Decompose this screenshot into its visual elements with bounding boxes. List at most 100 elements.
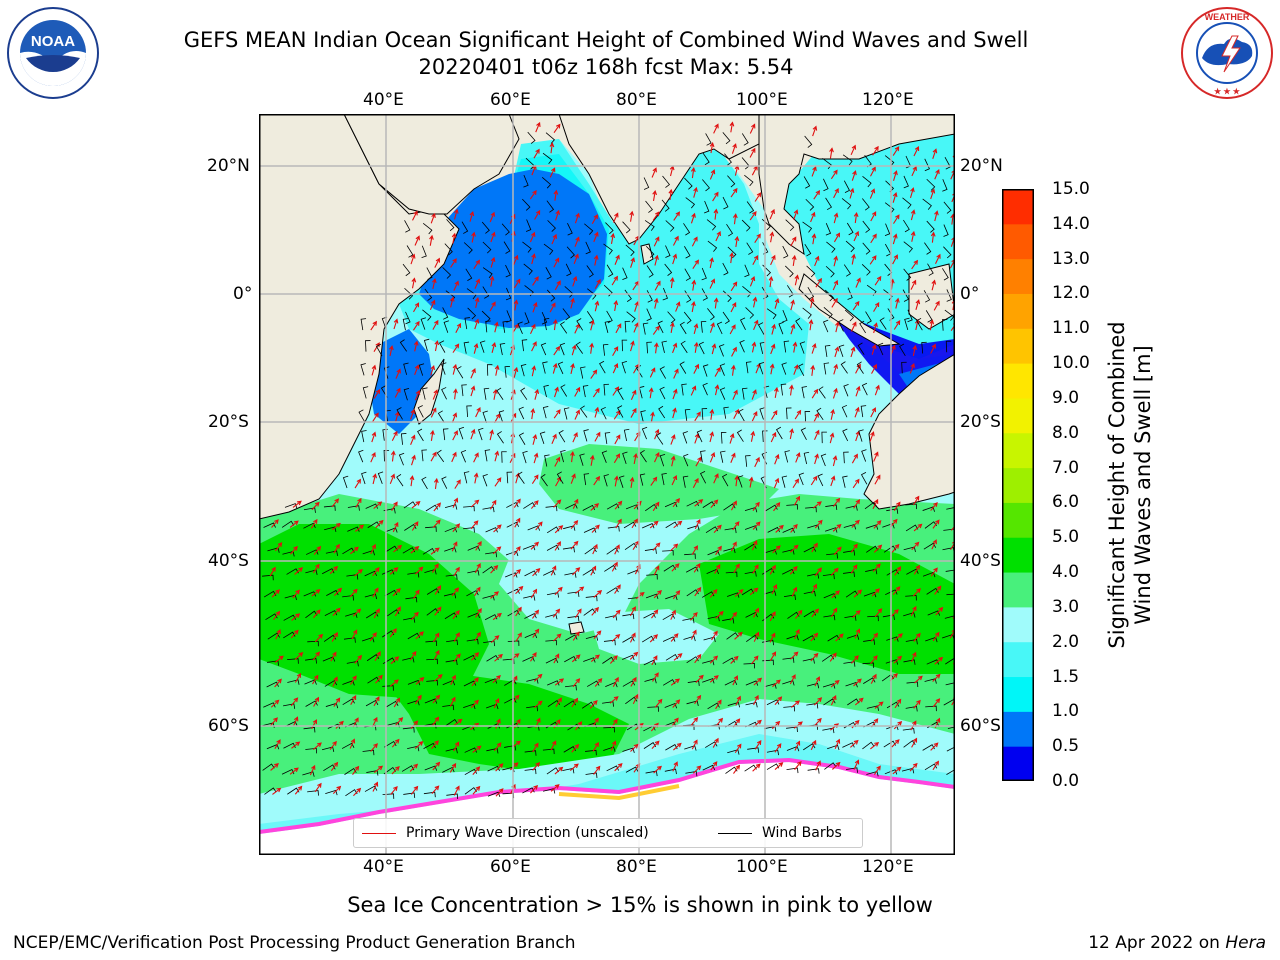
wind-barb xyxy=(506,471,513,484)
wind-barb xyxy=(861,382,868,396)
wind-barb xyxy=(522,656,535,662)
wave-direction-arrow xyxy=(609,655,618,664)
wind-barb xyxy=(402,727,415,733)
sri-lanka-land xyxy=(640,243,654,265)
lon-label-bottom-100e: 100°E xyxy=(736,857,788,877)
wind-barb xyxy=(745,611,758,618)
wave-direction-arrow xyxy=(291,613,301,621)
wave-direction-arrow xyxy=(612,362,619,374)
wind-barb xyxy=(782,680,795,686)
wind-barb xyxy=(287,679,300,685)
wind-barb xyxy=(583,527,597,533)
wave-direction-arrow xyxy=(654,698,663,708)
wave-direction-arrow xyxy=(575,586,585,594)
wind-barb xyxy=(901,361,907,374)
wave-direction-arrow xyxy=(671,474,678,486)
wave-direction-arrow xyxy=(709,142,715,154)
wind-barb xyxy=(603,243,613,255)
wind-barb xyxy=(544,454,550,467)
wind-barb xyxy=(463,703,476,710)
wind-barb xyxy=(303,507,316,513)
wind-barb xyxy=(707,308,715,321)
wind-barb xyxy=(738,408,745,422)
wave-direction-arrow xyxy=(552,318,558,331)
lon-label-bottom-40e: 40°E xyxy=(363,857,404,877)
wind-barb xyxy=(718,344,725,357)
wave-direction-arrow xyxy=(771,410,778,420)
wind-barb xyxy=(617,387,624,400)
wave-direction-arrow xyxy=(729,121,735,133)
wind-barb xyxy=(945,682,955,686)
wave-direction-arrow xyxy=(330,761,339,771)
wind-barb xyxy=(823,307,833,319)
wind-barb xyxy=(643,177,650,190)
wind-barb xyxy=(882,523,895,529)
wind-barb xyxy=(556,471,564,484)
wave-direction-arrow xyxy=(694,586,702,597)
wave-direction-arrow xyxy=(671,717,679,727)
wind-barb xyxy=(396,407,403,420)
wave-direction-arrow xyxy=(729,324,736,335)
wave-direction-arrow xyxy=(489,275,495,287)
wave-direction-arrow xyxy=(793,495,801,506)
wind-barb xyxy=(403,792,416,798)
wave-direction-arrow xyxy=(669,543,679,552)
wind-barb xyxy=(861,263,871,276)
wave-direction-arrow xyxy=(590,565,597,576)
wind-barb xyxy=(702,179,710,192)
wind-barb xyxy=(884,202,895,214)
wind-barb xyxy=(824,345,831,357)
colorbar-cell xyxy=(1002,467,1034,503)
wave-direction-arrow xyxy=(789,565,798,575)
wind-barb xyxy=(739,340,745,353)
wind-barb xyxy=(823,698,836,706)
wind-barb xyxy=(775,426,783,440)
wind-barb xyxy=(827,744,840,751)
wave-direction-arrow xyxy=(775,524,784,533)
wave-direction-arrow xyxy=(472,766,481,776)
wave-direction-arrow xyxy=(392,521,399,533)
australia-land xyxy=(863,353,955,510)
wind-barb xyxy=(707,702,720,710)
wind-barb xyxy=(624,289,632,302)
wave-direction-arrow xyxy=(794,274,800,286)
wave-direction-arrow xyxy=(554,541,561,551)
wave-direction-arrow xyxy=(389,628,397,638)
wave-direction-arrow xyxy=(331,498,340,508)
wave-direction-arrow xyxy=(651,655,658,666)
wind-barb xyxy=(558,430,566,443)
wave-direction-arrow xyxy=(751,341,757,353)
wave-direction-arrow xyxy=(731,364,736,376)
wave-direction-arrow xyxy=(529,231,536,243)
wind-barb xyxy=(704,200,710,214)
wave-direction-arrow xyxy=(830,567,839,577)
wind-barb xyxy=(943,201,952,214)
wind-barb xyxy=(783,594,796,600)
wave-direction-arrow xyxy=(789,428,794,440)
wind-barb xyxy=(943,224,949,237)
wave-direction-arrow xyxy=(874,474,881,485)
wave-direction-arrow xyxy=(455,322,462,333)
wind-barb xyxy=(543,318,550,331)
wind-barb xyxy=(723,406,729,419)
wave-direction-arrow xyxy=(790,323,796,335)
wave-direction-arrow xyxy=(714,384,720,396)
wind-barb xyxy=(644,220,655,231)
wave-direction-arrow xyxy=(732,213,738,225)
wave-direction-arrow xyxy=(431,278,437,290)
wave-direction-arrow xyxy=(530,323,536,335)
lat-label-right-40s: 40°S xyxy=(960,551,1001,571)
wave-direction-arrow xyxy=(494,450,500,462)
wave-direction-arrow xyxy=(571,344,577,356)
wind-barb xyxy=(684,246,691,259)
wave-height-map xyxy=(259,114,955,855)
wave-direction-arrow xyxy=(934,585,942,595)
wind-barb xyxy=(323,634,337,642)
wave-direction-arrow xyxy=(434,606,442,616)
wave-direction-arrow xyxy=(571,743,580,753)
wave-direction-arrow xyxy=(789,544,799,553)
wind-barb xyxy=(727,175,736,188)
wind-barb xyxy=(305,549,319,555)
wind-barb xyxy=(845,240,855,253)
wave-direction-arrow xyxy=(874,701,884,709)
